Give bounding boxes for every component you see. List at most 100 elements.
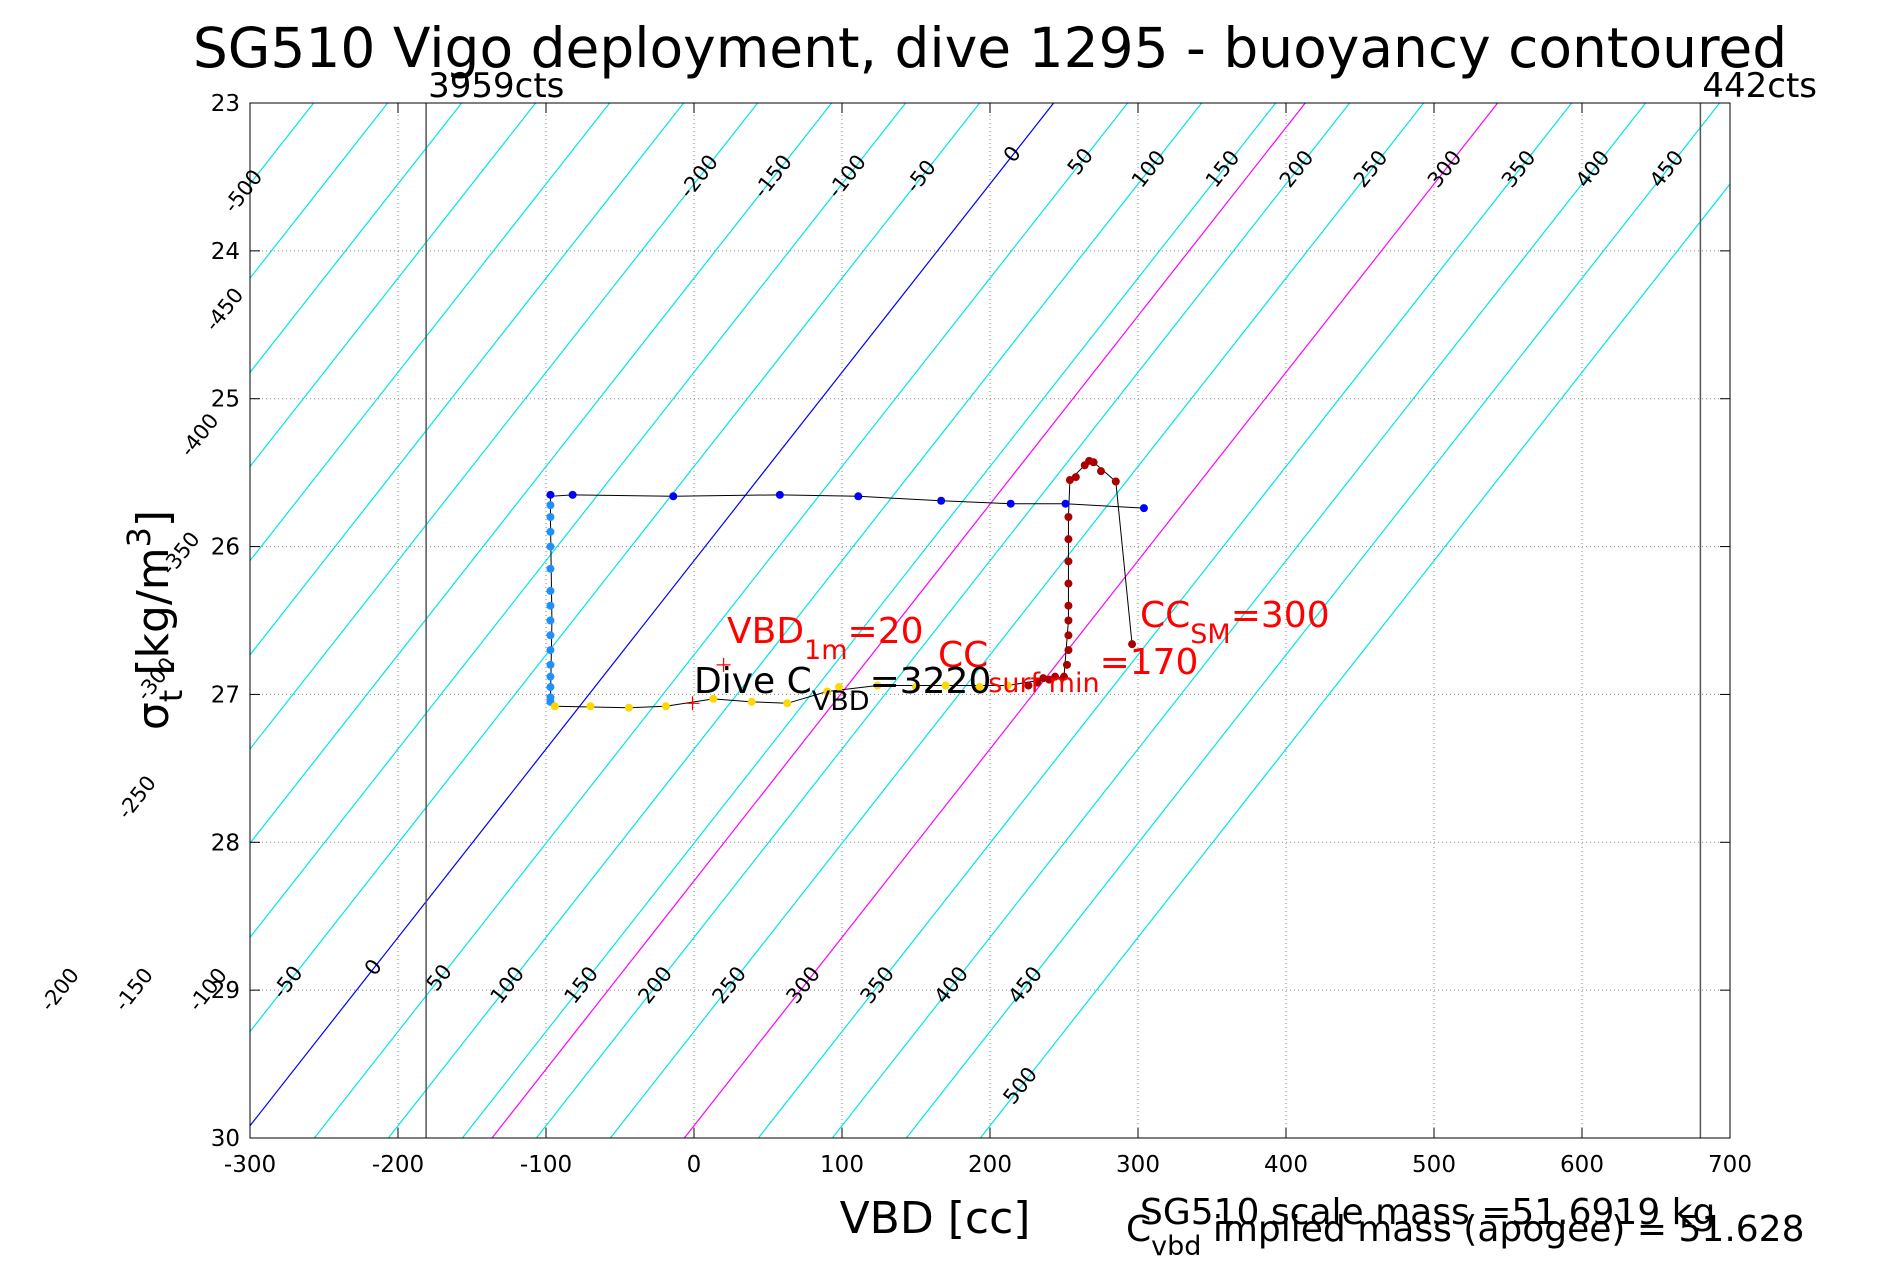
contour-label: -200 [675, 150, 723, 202]
down-point [1006, 499, 1015, 508]
contour-label: -200 [36, 963, 84, 1015]
contour-label: -250 [113, 771, 161, 823]
contour-label: 100 [1127, 146, 1171, 192]
contour-line [250, 103, 463, 374]
x-tick-label: 700 [1708, 1152, 1752, 1178]
cc-sm-sub: SM [1190, 619, 1230, 650]
marker-plus [716, 657, 731, 672]
down-point [937, 496, 946, 505]
contour-label: 0 [360, 955, 387, 980]
contour-line [683, 103, 1499, 1138]
data-points [546, 456, 1148, 712]
up-point [1051, 672, 1060, 681]
contour-line [535, 103, 1351, 1138]
contour-label: 50 [1063, 144, 1098, 180]
contour-line [250, 103, 685, 656]
svg-text:Dive CVBD=3220: Dive CVBD=3220 [694, 661, 991, 717]
contour-label: -150 [749, 150, 797, 202]
cc-sm-main: CC [1140, 595, 1190, 636]
down-point [669, 492, 678, 501]
down-deep-point [546, 542, 555, 551]
up-point [1045, 675, 1054, 684]
x-tick-label: -100 [520, 1152, 572, 1178]
down-point [1061, 499, 1070, 508]
up-point [1064, 535, 1073, 544]
down-point [775, 490, 784, 499]
y-label-close: ] [128, 510, 179, 527]
contour-line [387, 103, 1203, 1138]
contour-label: -50 [268, 961, 308, 1003]
y-tick-label: 28 [211, 830, 240, 856]
contour-line [250, 103, 981, 1033]
annotation-vbd1m: VBD1m=20 [727, 611, 924, 666]
bottom-point [709, 694, 718, 703]
up-point [1064, 616, 1073, 625]
up-point [1062, 660, 1071, 669]
cc-sm-tail: =300 [1231, 595, 1330, 636]
down-deep-point [546, 527, 555, 536]
up-point [1024, 681, 1033, 690]
vbd-limit-lines: 3959cts 442cts [425, 66, 1817, 1138]
contour-line [250, 103, 1055, 1127]
x-tick-label: 600 [1560, 1152, 1604, 1178]
contour-line [250, 103, 537, 468]
bottom-point [835, 683, 844, 692]
contour-line [979, 183, 1730, 1138]
x-axis-label: VBD [cc] [840, 1193, 1031, 1244]
cc-min-sub: surf min [988, 668, 1099, 699]
contour-label: -450 [200, 283, 248, 335]
bottom-point [941, 681, 950, 690]
down-deep-point [546, 564, 555, 573]
contour-line [250, 103, 833, 845]
x-tick-label: 200 [968, 1152, 1012, 1178]
up-point [1128, 640, 1137, 649]
limit-label: 442cts [1702, 66, 1817, 106]
annotation-cc-surf-min: CCsurf min=170 [938, 635, 1198, 699]
y-tick-label: 30 [211, 1126, 240, 1152]
up-point [1060, 672, 1068, 681]
contour-label: 200 [1275, 146, 1319, 192]
implied-tail: implied mass (apogee) = 51.628 [1201, 1209, 1804, 1250]
bottom-point [550, 702, 559, 711]
svg-text:CCSM=300: CCSM=300 [1140, 595, 1330, 650]
grid-layer [250, 103, 1730, 1138]
contour-label: 150 [559, 962, 603, 1008]
implied-main: C [1126, 1209, 1151, 1250]
contour-label: 250 [707, 962, 751, 1008]
dive-c-main: Dive C [694, 661, 812, 702]
bottom-point [661, 702, 670, 711]
contour-line [905, 103, 1721, 1138]
up-point [1064, 646, 1073, 655]
cc-min-main: CC [938, 635, 988, 676]
up-point [1089, 458, 1098, 467]
annotation-dive-c: Dive CVBD=3220 [694, 661, 991, 717]
y-label-sup: 3 [120, 527, 158, 547]
svg-text:CCsurf min=170: CCsurf min=170 [938, 635, 1198, 699]
bottom-point [783, 699, 792, 708]
x-tick-label: 500 [1412, 1152, 1456, 1178]
dive-c-tail: =3220 [870, 661, 992, 702]
down-deep-point [546, 631, 555, 640]
vbd1m-main: VBD [727, 611, 804, 652]
contour-line [250, 103, 907, 939]
cc-min-tail: =170 [1100, 642, 1199, 683]
up-point [1064, 513, 1073, 521]
vbd1m-sub: 1m [804, 635, 847, 666]
contour-label: 100 [485, 962, 529, 1008]
contour-label: 250 [1349, 146, 1393, 192]
x-tick-label: 100 [820, 1152, 864, 1178]
contour-label: 300 [781, 962, 825, 1008]
contour-label: 400 [1571, 146, 1615, 192]
down-deep-point [546, 501, 555, 510]
implied-sub: vbd [1151, 1231, 1201, 1262]
contour-label: 500 [998, 1062, 1042, 1108]
bottom-point [823, 687, 832, 696]
contour-label: 200 [633, 962, 677, 1008]
contour-label: -150 [110, 963, 158, 1015]
down-deep-point [546, 646, 555, 655]
axes-frame [249, 102, 1731, 1139]
contour-line [250, 103, 389, 280]
vbd1m-tail: =20 [848, 611, 924, 652]
down-point [1139, 504, 1148, 513]
